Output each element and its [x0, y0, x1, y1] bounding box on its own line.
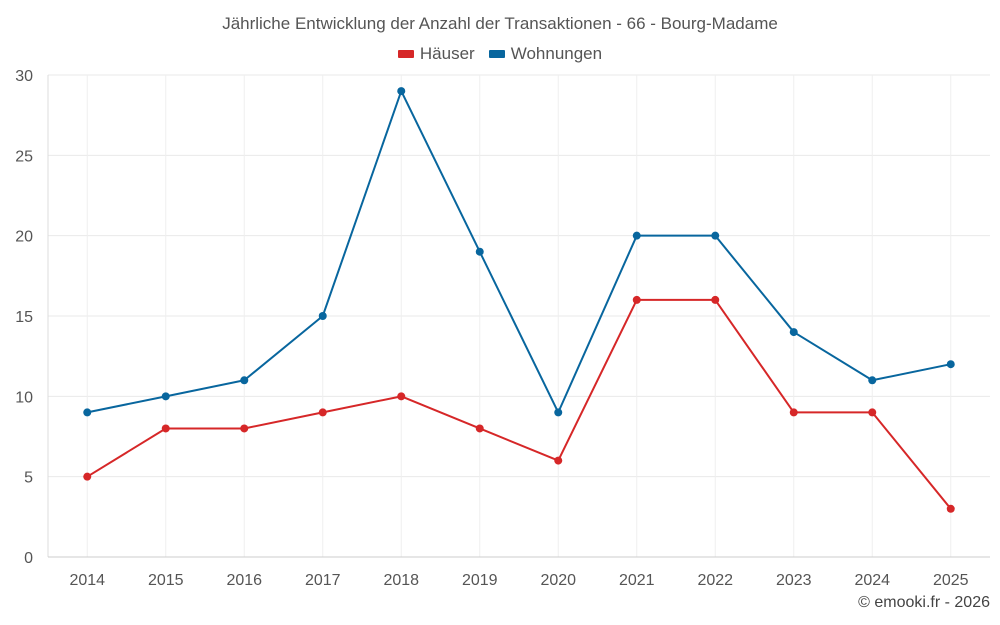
data-point-haeuser [789, 408, 798, 417]
y-tick-label: 0 [24, 550, 33, 567]
data-point-wohnungen [632, 231, 641, 240]
y-tick-label: 15 [15, 309, 33, 326]
credit-text: © emooki.fr - 2026 [858, 594, 990, 611]
data-point-haeuser [397, 392, 406, 401]
data-point-wohnungen [554, 408, 563, 417]
data-point-wohnungen [946, 360, 955, 369]
data-point-wohnungen [397, 87, 406, 96]
legend-label-haeuser: Häuser [419, 44, 475, 63]
x-tick-label: 2021 [619, 572, 655, 589]
series-line-haeuser [86, 298, 952, 510]
data-point-haeuser [475, 424, 484, 433]
chart-title: Jährliche Entwicklung der Anzahl der Tra… [222, 14, 778, 33]
data-point-wohnungen [83, 408, 92, 417]
legend-swatch-haeuser [397, 50, 414, 58]
legend-label-wohnungen: Wohnungen [510, 44, 603, 63]
data-point-haeuser [161, 424, 170, 433]
data-point-haeuser [868, 408, 877, 417]
data-point-wohnungen [161, 392, 170, 401]
data-point-wohnungen [868, 376, 877, 385]
data-point-haeuser [83, 472, 92, 481]
data-point-wohnungen [475, 247, 484, 256]
x-tick-label: 2017 [305, 572, 341, 589]
x-tick-label: 2023 [776, 572, 812, 589]
x-tick-label: 2022 [697, 572, 733, 589]
data-point-haeuser [946, 504, 955, 513]
data-point-wohnungen [240, 376, 249, 385]
x-tick-label: 2019 [462, 572, 498, 589]
y-tick-label: 25 [15, 148, 33, 165]
data-point-wohnungen [789, 328, 798, 337]
data-point-haeuser [554, 456, 563, 465]
data-point-haeuser [711, 295, 720, 304]
x-tick-label: 2014 [69, 572, 105, 589]
legend-item-haeuser[interactable]: Häuser [397, 44, 475, 64]
y-tick-label: 5 [24, 470, 33, 487]
data-point-wohnungen [318, 312, 327, 320]
y-tick-label: 30 [15, 68, 33, 85]
y-tick-label: 10 [15, 389, 33, 406]
series-line-wohnungen [87, 90, 951, 414]
x-tick-label: 2024 [854, 572, 890, 589]
data-point-haeuser [318, 408, 327, 417]
data-point-haeuser [632, 295, 641, 304]
x-tick-label: 2016 [226, 572, 262, 589]
x-tick-label: 2015 [148, 572, 184, 589]
x-tick-label: 2018 [383, 572, 419, 589]
x-tick-label: 2025 [933, 572, 969, 589]
data-point-wohnungen [711, 231, 720, 240]
y-tick-label: 20 [15, 229, 33, 246]
data-point-haeuser [240, 424, 249, 433]
legend-swatch-wohnungen [488, 50, 505, 58]
legend-item-wohnungen[interactable]: Wohnungen [488, 44, 603, 64]
chart-legend: Häuser Wohnungen [0, 44, 1000, 64]
x-tick-label: 2020 [540, 572, 576, 589]
